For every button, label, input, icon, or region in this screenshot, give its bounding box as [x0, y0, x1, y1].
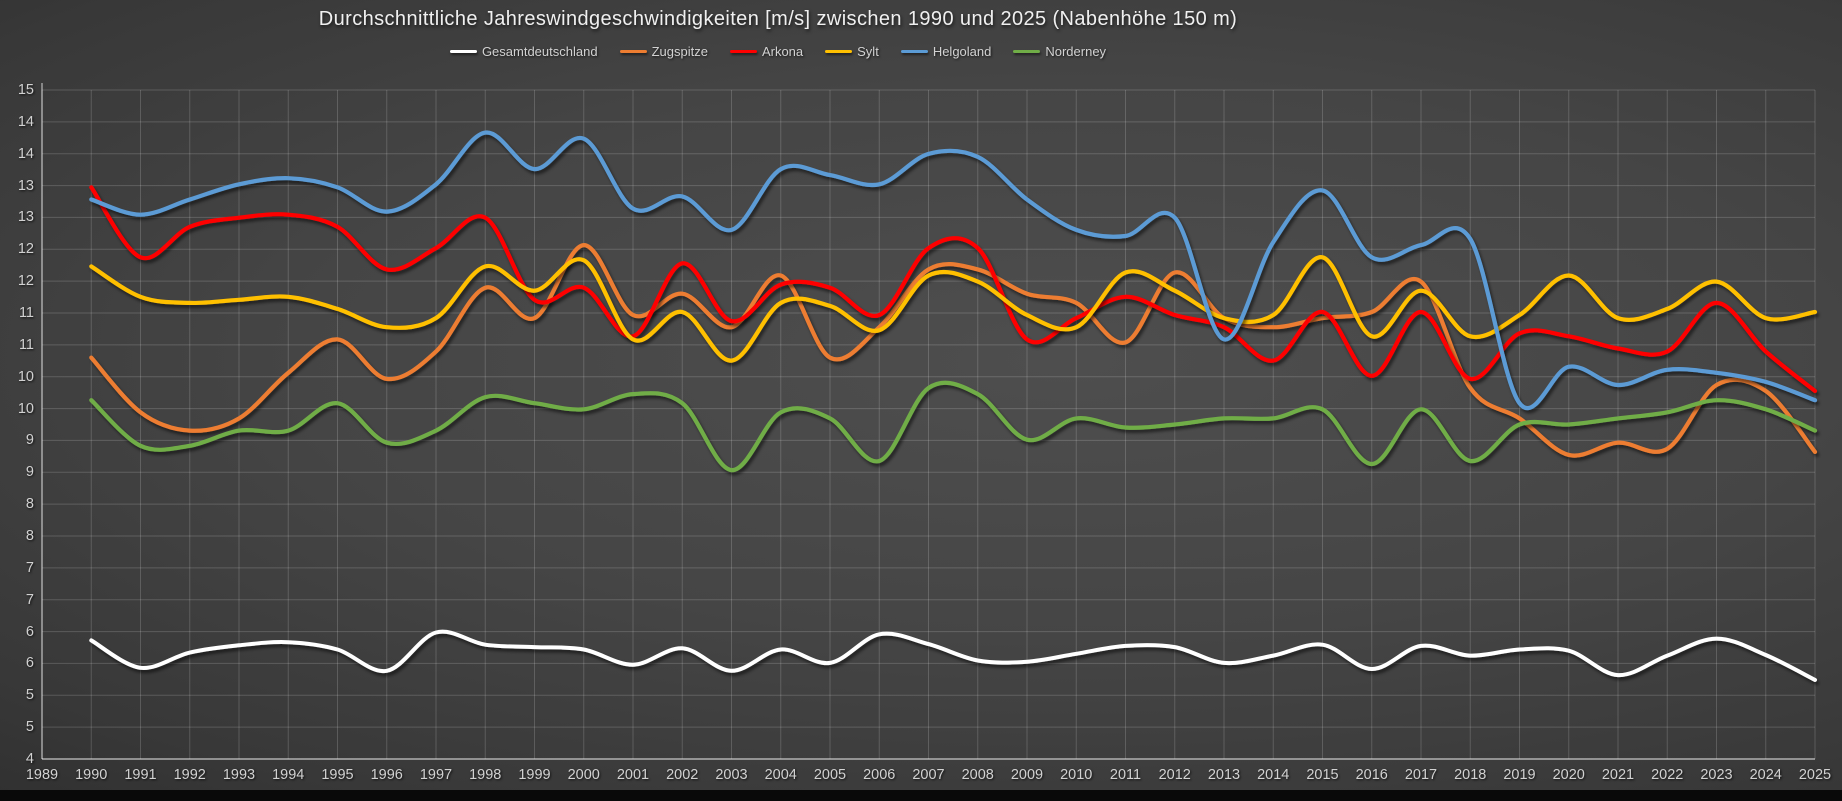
x-axis-tick-label: 2004: [764, 767, 797, 783]
y-axis-tick-label: 14: [17, 145, 34, 162]
series-line-gesamtdeutschland: [89, 629, 1817, 682]
x-axis-tick-label: 2023: [1700, 767, 1733, 783]
y-axis-tick-label: 10: [17, 368, 34, 385]
x-axis-tick-label: 2000: [567, 767, 600, 783]
series-line-zugspitze: [89, 242, 1818, 458]
x-axis-tick-label: 2011: [1109, 767, 1142, 783]
x-axis-tick-label: 1991: [124, 767, 157, 783]
y-axis-tick-label: 9: [25, 464, 34, 481]
x-axis-tick-label: 2003: [715, 767, 748, 783]
x-axis-tick-label: 2020: [1552, 767, 1585, 783]
legend-item-gesamtdeutschland[interactable]: Gesamtdeutschland: [449, 44, 598, 59]
chart-title: Durchschnittliche Jahreswindgeschwindigk…: [318, 8, 1238, 30]
x-axis-tick-label: 1995: [321, 767, 354, 783]
y-axis-tick-label: 11: [18, 336, 34, 353]
x-axis-tick-label: 1989: [25, 767, 59, 783]
legend-label: Norderney: [1045, 44, 1107, 59]
x-axis-tick-label: 2017: [1404, 767, 1438, 783]
x-axis-tick-label: 1992: [173, 767, 206, 783]
x-axis-tick-label: 1996: [370, 767, 403, 783]
y-axis-tick-label: 10: [17, 400, 34, 417]
y-axis-tick-label: 5: [25, 687, 34, 704]
legend: Gesamtdeutschland Zugspitze Arkona Sylt Helg…: [0, 44, 1556, 59]
x-axis-tick-label: 2014: [1257, 767, 1290, 783]
x-axis-tick-label: 2022: [1651, 767, 1684, 783]
legend-line-swatch: [619, 49, 647, 54]
x-axis-tick-label: 1998: [469, 767, 502, 783]
y-axis-tick-label: 12: [17, 273, 34, 290]
x-axis-tick-label: 2005: [813, 767, 847, 783]
legend-item-norderney[interactable]: Norderney: [1013, 44, 1106, 59]
x-axis-tick-label: 2021: [1601, 767, 1635, 783]
legend-line-swatch: [449, 49, 477, 54]
x-axis-tick-label: 1990: [75, 767, 108, 783]
x-axis-tick-label: 2013: [1207, 767, 1241, 783]
x-axis-tick-label: 2015: [1306, 767, 1339, 783]
legend-label: Zugspitze: [651, 44, 708, 59]
legend-line-swatch: [825, 49, 853, 54]
series-line-arkona: [89, 185, 1818, 394]
x-axis-tick-label: 2006: [863, 767, 896, 783]
series-line-norderney: [89, 380, 1818, 473]
x-axis-tick-label: 2007: [912, 767, 945, 783]
y-axis-tick-label: 12: [17, 241, 34, 258]
title-band: Durchschnittliche Jahreswindgeschwindigk…: [0, 8, 1556, 31]
x-axis-tick-label: 1994: [272, 767, 305, 783]
legend-label: Sylt: [857, 44, 879, 59]
series-line-helgoland: [89, 130, 1818, 411]
x-axis-tick-label: 2010: [1060, 767, 1093, 783]
bottom-strip: [0, 790, 1842, 801]
x-axis-tick-label: 1997: [419, 767, 453, 783]
y-axis-tick-label: 8: [25, 496, 34, 513]
x-axis-tick-label: 1999: [518, 767, 551, 783]
legend-item-sylt[interactable]: Sylt: [825, 44, 879, 59]
y-axis-tick-label: 4: [25, 751, 34, 767]
y-axis-tick-label: 6: [25, 655, 34, 672]
y-axis-tick-label: 7: [25, 591, 34, 608]
legend-item-arkona[interactable]: Arkona: [729, 44, 804, 59]
y-axis-tick-label: 5: [25, 719, 34, 736]
y-axis-tick-label: 11: [18, 305, 34, 321]
axis-lines: [41, 83, 1815, 760]
x-axis-tick-label: 2001: [616, 767, 650, 783]
y-axis-tick-label: 13: [17, 209, 34, 226]
legend-item-helgoland[interactable]: Helgoland: [900, 44, 992, 59]
x-axis-tick-label: 2016: [1355, 767, 1388, 783]
x-axis-tick-label: 2002: [666, 767, 699, 783]
x-axis-tick-label: 2019: [1503, 767, 1536, 783]
x-axis-tick-label: 2009: [1010, 767, 1044, 783]
x-axis-tick-label: 2008: [961, 767, 994, 783]
legend-label: Helgoland: [932, 44, 992, 59]
legend-item-zugspitze[interactable]: Zugspitze: [619, 44, 708, 59]
legend-line-swatch: [1013, 49, 1041, 54]
y-axis-tick-label: 8: [25, 528, 34, 544]
x-axis-tick-label: 2024: [1749, 767, 1782, 783]
series-line-sylt: [89, 255, 1818, 363]
y-axis-tick-label: 14: [17, 113, 34, 130]
legend-line-swatch: [729, 49, 757, 54]
y-axis-tick-label: 15: [17, 82, 34, 98]
x-axis-tick-label: 1993: [222, 767, 256, 783]
legend-label: Arkona: [761, 44, 804, 59]
legend-line-swatch: [900, 49, 928, 54]
legend-label: Gesamtdeutschland: [481, 44, 598, 59]
x-axis-tick-label: 2018: [1454, 767, 1487, 783]
y-axis-tick-label: 13: [17, 177, 34, 194]
y-axis-tick-label: 6: [25, 623, 34, 640]
x-axis-tick-label: 2012: [1158, 767, 1191, 783]
y-axis-tick-label: 9: [25, 432, 34, 449]
x-axis-tick-label: 2025: [1798, 767, 1832, 783]
y-axis-tick-label: 7: [25, 559, 34, 576]
